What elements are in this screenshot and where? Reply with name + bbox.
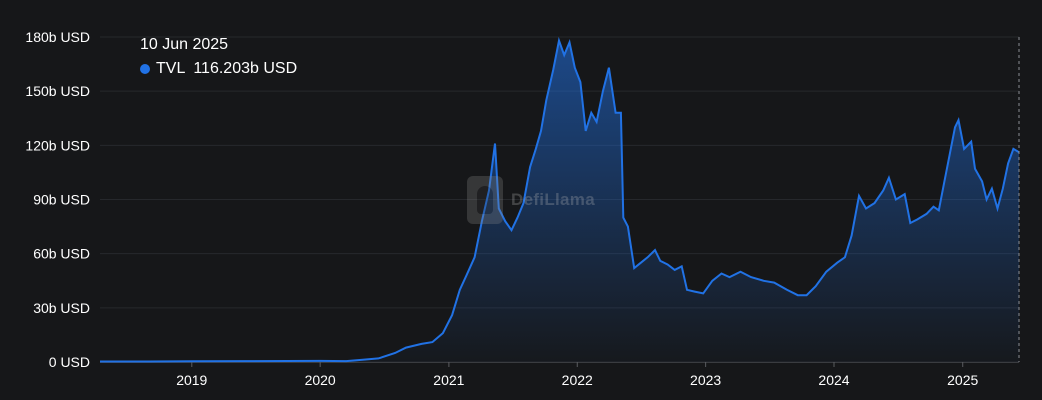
y-tick-label: 150b USD <box>25 83 90 99</box>
watermark-text: DefiLlama <box>511 190 595 209</box>
tooltip-date: 10 Jun 2025 <box>140 36 229 53</box>
y-tick-label: 0 USD <box>49 354 90 370</box>
y-tick-label: 120b USD <box>25 137 90 153</box>
tooltip-series-row: TVL 116.203b USD <box>140 58 297 80</box>
chart-tooltip: 10 Jun 2025 TVL 116.203b USD <box>140 34 297 80</box>
y-tick-label: 30b USD <box>33 300 90 316</box>
x-tick-label: 2022 <box>562 372 593 388</box>
llama-logo-icon <box>467 176 503 224</box>
y-tick-label: 90b USD <box>33 192 90 208</box>
x-tick-label: 2019 <box>176 372 207 388</box>
defillama-watermark: DefiLlama <box>467 176 595 224</box>
tvl-area <box>100 40 1019 362</box>
y-axis: 0 USD 30b USD 60b USD 90b USD 120b USD 150b U… <box>25 29 90 370</box>
x-tick-label: 2024 <box>818 372 849 388</box>
tooltip-series-value: 116.203b USD <box>193 60 298 77</box>
tvl-series-line[interactable] <box>100 36 1020 363</box>
y-tick-label: 180b USD <box>25 29 90 45</box>
y-tick-label: 60b USD <box>33 246 90 262</box>
x-tick-label: 2025 <box>947 372 978 388</box>
x-axis: 2019 2020 2021 2022 2023 2024 2025 <box>100 362 1019 388</box>
series-color-dot-icon <box>140 64 150 74</box>
x-tick-label: 2020 <box>305 372 336 388</box>
x-tick-label: 2023 <box>690 372 721 388</box>
x-tick-label: 2021 <box>433 372 464 388</box>
tooltip-series-name: TVL <box>156 60 186 77</box>
